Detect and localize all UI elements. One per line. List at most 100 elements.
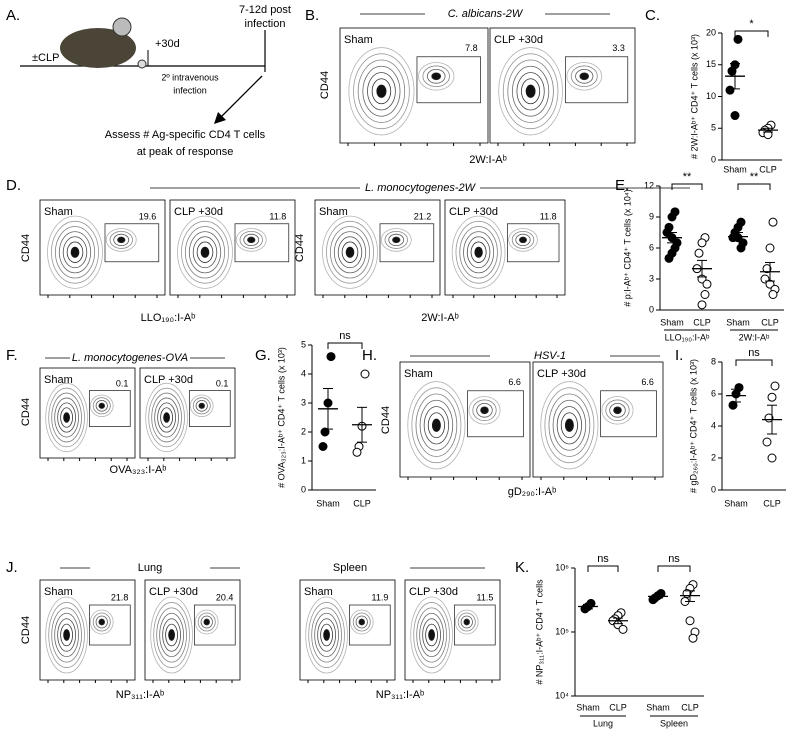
x-axis-label: OVA₃₂₃:I-Aᵇ <box>110 464 167 476</box>
gate-value: 3.3 <box>612 43 625 53</box>
y-tick-label: 3 <box>649 273 654 283</box>
contour <box>431 72 442 81</box>
title-bg <box>290 561 410 575</box>
contour <box>333 231 367 274</box>
contour <box>358 618 365 626</box>
gate-value: 21.2 <box>414 211 432 221</box>
contour <box>197 612 216 632</box>
gate-value: 19.6 <box>139 211 157 221</box>
y-axis-label: CD44 <box>294 234 306 262</box>
data-point <box>694 248 704 258</box>
x-tick-label: Sham <box>646 702 670 712</box>
schematic-text: infection <box>245 18 286 30</box>
group-label: LLO₁₉₀:I-Aᵇ <box>665 332 710 342</box>
y-tick-label: 12 <box>644 180 654 190</box>
contour <box>419 399 454 451</box>
gate <box>453 604 496 646</box>
contour <box>51 220 99 284</box>
panel-letter: B. <box>305 7 319 24</box>
plot-frame <box>139 367 236 459</box>
plot-label: Sham <box>44 206 73 218</box>
gate-value: 11.5 <box>476 592 493 602</box>
contour <box>148 387 185 448</box>
plot-label: Sham <box>319 206 348 218</box>
contour <box>51 392 82 443</box>
contour <box>521 78 541 105</box>
group-label: 2W:I-Aᵇ <box>739 332 770 342</box>
contour <box>329 226 371 279</box>
data-point <box>733 34 743 44</box>
x-tick-label: CLP <box>609 702 627 712</box>
contour <box>89 609 114 635</box>
contour <box>105 228 137 252</box>
data-point <box>326 352 336 362</box>
contour <box>384 230 408 249</box>
contour <box>92 397 111 415</box>
contour <box>498 47 563 136</box>
contour <box>98 402 106 409</box>
contour <box>540 381 599 470</box>
plot-label: Sham <box>304 586 333 598</box>
contour <box>320 623 333 647</box>
contour <box>317 618 336 652</box>
data-point <box>688 633 698 643</box>
panel-letter: F. <box>6 347 18 364</box>
plot-label: CLP +30d <box>409 586 458 598</box>
x-axis-label: gD₂₉₀:I-Aᵇ <box>508 486 557 498</box>
data-point <box>765 243 775 253</box>
contour <box>184 226 226 279</box>
plot-label: Sham <box>44 374 73 386</box>
gate <box>193 604 236 646</box>
gate-value: 20.4 <box>216 592 234 602</box>
gate-value: 0.1 <box>116 379 129 389</box>
schematic-text: ±CLP <box>32 52 59 64</box>
contour <box>57 618 76 652</box>
contour <box>609 402 626 418</box>
panel-title: C. albicans-2W <box>448 8 524 20</box>
y-tick-label: 0 <box>711 154 716 164</box>
contour <box>154 397 179 438</box>
contour <box>463 618 470 626</box>
contour <box>601 396 634 425</box>
contour <box>515 233 531 246</box>
panel-title: L. monocytogenes-OVA <box>72 352 188 364</box>
contour <box>95 399 108 412</box>
contour <box>413 602 450 668</box>
contour <box>151 392 182 443</box>
contour <box>62 236 88 269</box>
y-tick-label: 0 <box>711 484 716 494</box>
contour <box>605 399 630 422</box>
contour <box>326 220 374 284</box>
x-tick-label: CLP <box>761 317 779 327</box>
contour <box>415 393 458 457</box>
gate <box>506 223 560 263</box>
contour <box>345 246 355 258</box>
schematic-text: at peak of response <box>137 146 234 158</box>
contour <box>311 607 342 663</box>
plot-frame <box>169 199 296 296</box>
gate-value: 7.8 <box>465 43 478 53</box>
contour <box>459 226 498 279</box>
y-axis-label: CD44 <box>380 406 392 434</box>
significance-bracket <box>735 359 773 366</box>
contour <box>98 618 106 626</box>
significance-label: ns <box>339 330 351 342</box>
gate <box>104 223 160 263</box>
significance-bracket <box>587 565 619 572</box>
contour <box>428 629 435 641</box>
contour <box>480 406 489 415</box>
contour <box>200 246 210 258</box>
contour <box>54 397 79 438</box>
gate <box>467 390 524 438</box>
y-tick-label: 6 <box>711 388 716 398</box>
contour <box>507 59 554 123</box>
contour <box>457 612 476 632</box>
x-tick-label: Sham <box>316 498 340 508</box>
contour <box>422 65 450 88</box>
contour <box>367 72 396 111</box>
contour <box>427 412 445 439</box>
contour <box>337 236 363 269</box>
contour <box>89 394 114 418</box>
gate <box>565 56 629 104</box>
gate-value: 21.8 <box>111 592 129 602</box>
